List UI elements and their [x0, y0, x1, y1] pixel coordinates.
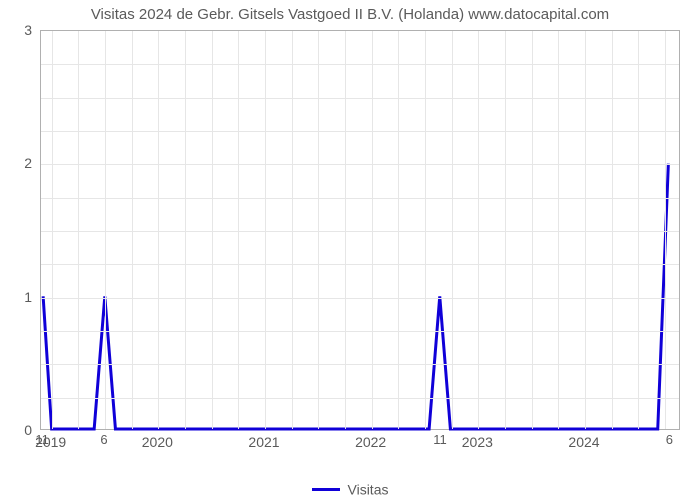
legend-label: Visitas — [348, 481, 389, 497]
x-tick-label: 2021 — [248, 434, 279, 450]
y-tick-label: 0 — [0, 422, 32, 438]
data-point-label: 11 — [433, 432, 447, 447]
gridline-horizontal — [41, 164, 679, 165]
gridline-horizontal — [41, 331, 679, 332]
x-tick-label: 2022 — [355, 434, 386, 450]
gridline-vertical — [665, 31, 666, 429]
gridline-vertical — [585, 31, 586, 429]
plot-area — [40, 30, 680, 430]
y-tick-label: 1 — [0, 289, 32, 305]
x-tick-label: 2023 — [462, 434, 493, 450]
gridline-horizontal — [41, 298, 679, 299]
gridline-horizontal — [41, 231, 679, 232]
gridline-vertical — [452, 31, 453, 429]
gridline-vertical — [292, 31, 293, 429]
data-point-label: 6 — [100, 432, 107, 447]
x-tick-label: 2024 — [568, 434, 599, 450]
gridline-vertical — [318, 31, 319, 429]
x-tick-label: 2020 — [142, 434, 173, 450]
gridline-vertical — [372, 31, 373, 429]
gridline-horizontal — [41, 64, 679, 65]
gridline-vertical — [212, 31, 213, 429]
gridline-vertical — [105, 31, 106, 429]
gridline-vertical — [78, 31, 79, 429]
legend-swatch — [312, 488, 340, 491]
data-point-label: 6 — [666, 432, 673, 447]
data-point-label: 11 — [35, 432, 49, 447]
gridline-vertical — [265, 31, 266, 429]
gridline-vertical — [132, 31, 133, 429]
gridline-vertical — [185, 31, 186, 429]
gridline-vertical — [52, 31, 53, 429]
gridline-horizontal — [41, 398, 679, 399]
chart-title: Visitas 2024 de Gebr. Gitsels Vastgoed I… — [0, 6, 700, 23]
gridline-horizontal — [41, 198, 679, 199]
gridline-horizontal — [41, 364, 679, 365]
gridline-vertical — [398, 31, 399, 429]
y-tick-label: 2 — [0, 155, 32, 171]
line-series — [41, 31, 679, 429]
gridline-vertical — [532, 31, 533, 429]
gridline-vertical — [425, 31, 426, 429]
gridline-vertical — [238, 31, 239, 429]
gridline-vertical — [345, 31, 346, 429]
gridline-vertical — [505, 31, 506, 429]
chart-container: Visitas 2024 de Gebr. Gitsels Vastgoed I… — [0, 0, 700, 500]
gridline-vertical — [478, 31, 479, 429]
gridline-horizontal — [41, 131, 679, 132]
gridline-vertical — [638, 31, 639, 429]
y-tick-label: 3 — [0, 22, 32, 38]
gridline-vertical — [612, 31, 613, 429]
gridline-vertical — [158, 31, 159, 429]
gridline-horizontal — [41, 264, 679, 265]
gridline-horizontal — [41, 98, 679, 99]
gridline-vertical — [558, 31, 559, 429]
legend: Visitas — [0, 480, 700, 497]
